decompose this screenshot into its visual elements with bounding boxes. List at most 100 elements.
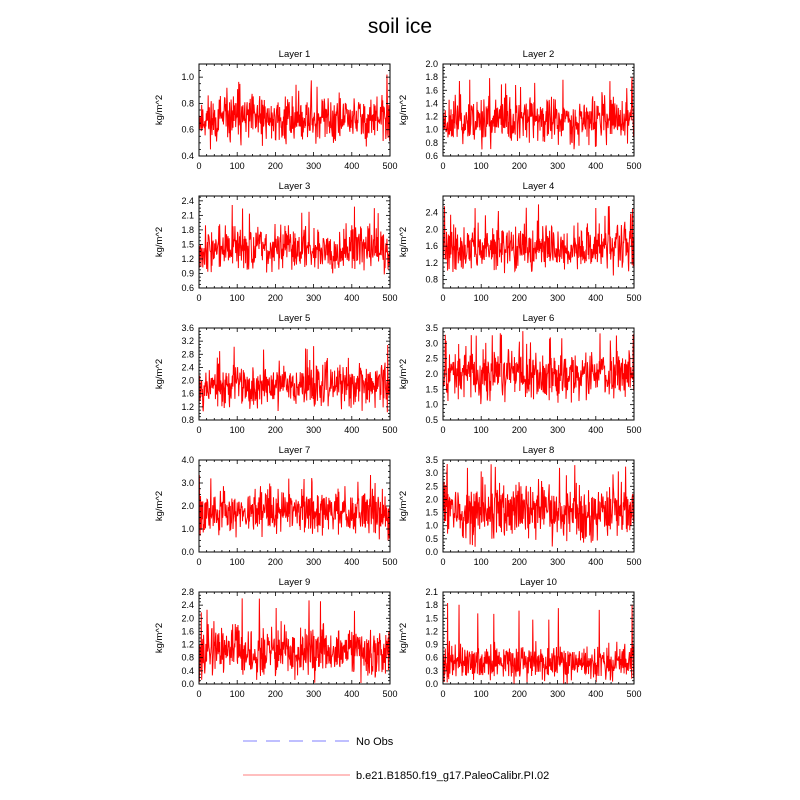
y-tick-label: 1.5 — [425, 613, 438, 623]
series-line — [442, 77, 635, 150]
legend: No Obs b.e21.B1850.f19_g17.PaleoCalibr.P… — [243, 736, 549, 782]
y-axis-label: kg/m^2 — [398, 359, 409, 389]
y-tick-label: 1.5 — [425, 384, 438, 394]
series-line — [198, 74, 391, 150]
series-line — [442, 463, 635, 547]
x-tick-label: 300 — [550, 425, 565, 435]
x-tick-label: 100 — [230, 689, 245, 699]
panel-title: Layer 1 — [279, 49, 311, 60]
y-tick-label: 1.2 — [181, 640, 194, 650]
y-tick-label: 1.0 — [425, 400, 438, 410]
y-tick-label: 0.4 — [181, 151, 194, 161]
x-tick-label: 300 — [306, 425, 321, 435]
x-tick-label: 300 — [550, 293, 565, 303]
y-tick-label: 1.8 — [425, 72, 438, 82]
panel-layer-4: Layer 4 kg/m^2 0 100 200 300 400 500 0.8 1.2 1.6 2.… — [398, 181, 642, 303]
figure-title: soil ice — [368, 15, 432, 38]
x-tick-label: 100 — [230, 293, 245, 303]
y-tick-label: 2.4 — [425, 208, 438, 218]
x-tick-label: 0 — [440, 425, 445, 435]
y-tick-label: 1.5 — [425, 508, 438, 518]
y-tick-label: 0.8 — [181, 653, 194, 663]
y-tick-label: 1.5 — [181, 239, 194, 249]
y-axis-label: kg/m^2 — [398, 491, 409, 521]
x-tick-label: 100 — [474, 293, 489, 303]
y-axis-label: kg/m^2 — [154, 623, 165, 653]
y-tick-label: 2.0 — [181, 501, 194, 511]
y-tick-label: 4.0 — [181, 455, 194, 465]
y-tick-label: 3.2 — [181, 336, 194, 346]
y-tick-label: 0.9 — [425, 640, 438, 650]
x-tick-label: 200 — [268, 557, 283, 567]
x-tick-label: 0 — [440, 689, 445, 699]
x-tick-label: 400 — [344, 161, 359, 171]
y-tick-label: 3.0 — [425, 338, 438, 348]
y-axis-label: kg/m^2 — [398, 623, 409, 653]
y-tick-label: 1.2 — [181, 254, 194, 264]
x-tick-label: 300 — [550, 689, 565, 699]
y-tick-label: 2.5 — [425, 354, 438, 364]
x-tick-label: 500 — [382, 557, 397, 567]
y-tick-label: 0.6 — [425, 653, 438, 663]
y-tick-label: 1.6 — [181, 389, 194, 399]
y-tick-label: 0.8 — [425, 275, 438, 285]
y-axis-label: kg/m^2 — [154, 491, 165, 521]
y-tick-label: 1.8 — [425, 600, 438, 610]
x-tick-label: 400 — [588, 557, 603, 567]
x-tick-label: 0 — [196, 557, 201, 567]
y-tick-label: 2.5 — [425, 481, 438, 491]
y-tick-label: 1.0 — [425, 521, 438, 531]
series-line — [442, 603, 635, 685]
x-tick-label: 100 — [474, 161, 489, 171]
y-axis-label: kg/m^2 — [398, 227, 409, 257]
x-tick-label: 400 — [344, 425, 359, 435]
x-tick-label: 500 — [382, 425, 397, 435]
y-tick-label: 0.6 — [425, 151, 438, 161]
y-tick-label: 1.6 — [425, 241, 438, 251]
x-tick-label: 400 — [344, 557, 359, 567]
panel-title: Layer 10 — [520, 577, 557, 588]
x-tick-label: 100 — [230, 161, 245, 171]
panel-layer-2: Layer 2 kg/m^2 0 100 200 300 400 500 0.6 0.8 1.0 1.… — [398, 49, 642, 171]
y-tick-label: 0.3 — [425, 666, 438, 676]
y-tick-label: 0.5 — [425, 534, 438, 544]
panel-layer-6: Layer 6 kg/m^2 0 100 200 300 400 500 0.5 1.0 1.5 2.… — [398, 313, 642, 435]
y-tick-label: 0.0 — [425, 679, 438, 689]
y-tick-label: 2.4 — [181, 362, 194, 372]
x-tick-label: 100 — [474, 689, 489, 699]
y-tick-label: 2.0 — [425, 59, 438, 69]
x-tick-label: 300 — [306, 689, 321, 699]
x-tick-label: 100 — [474, 557, 489, 567]
panel-layer-5: Layer 5 kg/m^2 0 100 200 300 400 500 0.8 1.2 1.6 2.… — [154, 313, 398, 435]
x-tick-label: 500 — [382, 293, 397, 303]
x-tick-label: 0 — [440, 557, 445, 567]
y-tick-label: 1.2 — [181, 402, 194, 412]
y-tick-label: 3.0 — [425, 468, 438, 478]
x-tick-label: 500 — [626, 161, 641, 171]
x-tick-label: 300 — [550, 161, 565, 171]
series-line — [198, 205, 391, 275]
x-tick-label: 0 — [196, 293, 201, 303]
panel-title: Layer 3 — [279, 181, 311, 192]
y-tick-label: 0.4 — [181, 666, 194, 676]
y-tick-label: 2.0 — [425, 224, 438, 234]
x-tick-label: 500 — [626, 425, 641, 435]
y-tick-label: 2.1 — [425, 587, 438, 597]
y-tick-label: 0.0 — [181, 679, 194, 689]
panel-title: Layer 9 — [279, 577, 311, 588]
y-tick-label: 3.0 — [181, 478, 194, 488]
y-tick-label: 2.0 — [181, 613, 194, 623]
x-tick-label: 100 — [230, 557, 245, 567]
panel-layer-8: Layer 8 kg/m^2 0 100 200 300 400 500 0.0 0.5 1.0 1.… — [398, 445, 642, 567]
y-tick-label: 0.6 — [181, 283, 194, 293]
series-line — [198, 598, 391, 683]
y-tick-label: 3.5 — [425, 323, 438, 333]
y-tick-label: 2.8 — [181, 349, 194, 359]
y-tick-label: 0.8 — [181, 415, 194, 425]
panel-title: Layer 2 — [523, 49, 555, 60]
x-tick-label: 300 — [306, 293, 321, 303]
x-tick-label: 500 — [626, 293, 641, 303]
y-tick-label: 2.0 — [425, 369, 438, 379]
legend-label-no-obs: No Obs — [356, 736, 394, 748]
y-tick-label: 1.4 — [425, 98, 438, 108]
